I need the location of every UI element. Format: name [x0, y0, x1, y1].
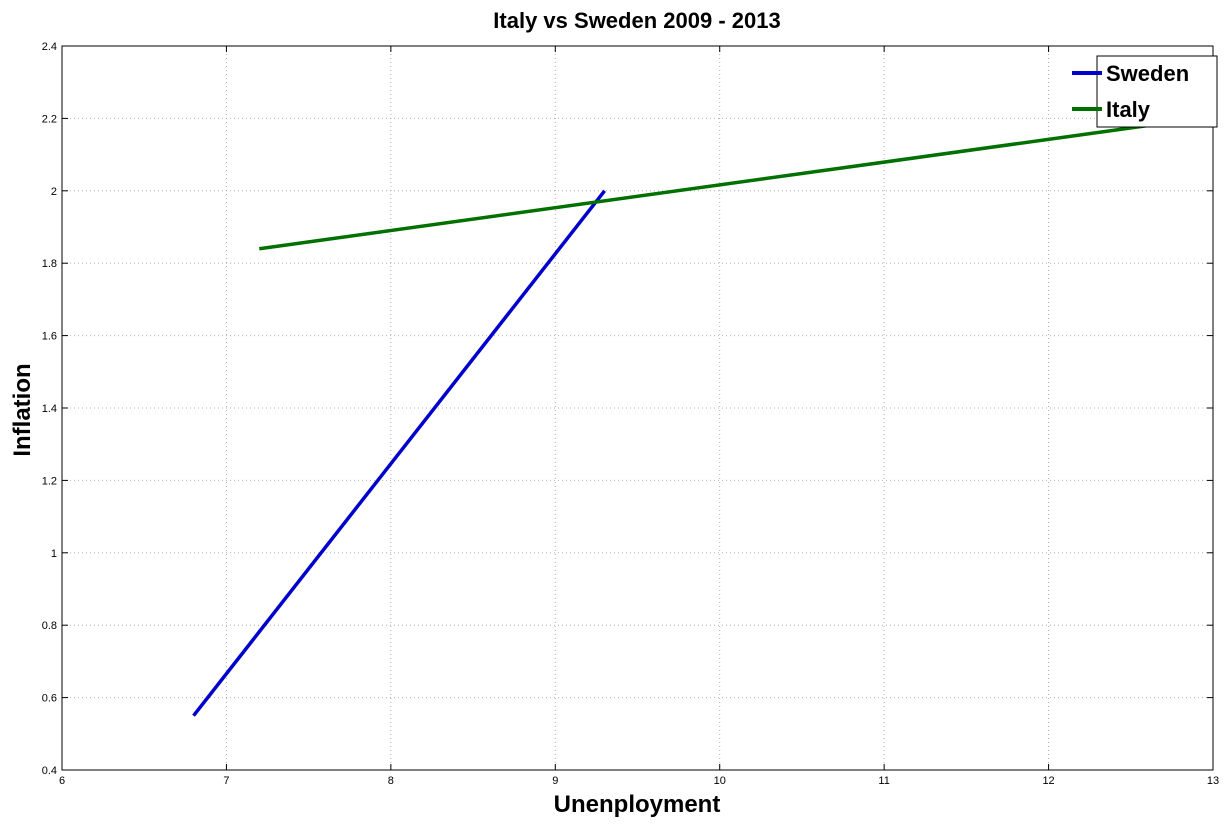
x-tick-label: 10: [714, 775, 726, 787]
legend: Sweden Italy: [1072, 55, 1218, 128]
y-tick-label: 2.2: [42, 113, 57, 125]
series-line-italy: [259, 123, 1148, 251]
legend-label-sweden: Sweden: [1106, 61, 1189, 86]
y-tick-label: 1: [51, 548, 57, 560]
y-axis-label: Inflation: [9, 363, 36, 456]
y-tick-label: 0.4: [42, 765, 57, 777]
x-tick-label: 9: [552, 775, 558, 787]
x-tick-label: 7: [223, 775, 229, 787]
y-tick-label: 1.6: [42, 331, 57, 343]
y-tick-label: 2.4: [42, 41, 57, 53]
y-tick-label: 0.6: [42, 693, 57, 705]
y-tick-label: 2: [51, 186, 57, 198]
axis-ticks: 6 7 8 9 10 11 12 13 0.4 0.6 0.8 1 1.2 1.4 1.6 1.8 2 2.2 2.…: [42, 41, 1219, 787]
y-tick-label: 1.8: [42, 258, 57, 270]
y-tick-label: 1.2: [42, 475, 57, 487]
x-tick-label: 8: [388, 775, 394, 787]
grid-lines: [62, 46, 1213, 770]
y-tick-label: 0.8: [42, 620, 57, 632]
y-tick-label: 1.4: [42, 403, 57, 415]
series-line-sweden: [192, 189, 606, 717]
chart-title: Italy vs Sweden 2009 - 2013: [493, 8, 780, 33]
x-tick-label: 13: [1207, 775, 1219, 787]
legend-box: [1096, 55, 1218, 128]
x-tick-label: 12: [1042, 775, 1054, 787]
series-lines: [192, 123, 1148, 717]
x-axis-label: Unenployment: [554, 791, 721, 818]
legend-label-italy: Italy: [1106, 97, 1151, 122]
x-tick-label: 11: [878, 775, 889, 787]
x-tick-label: 6: [59, 775, 65, 787]
